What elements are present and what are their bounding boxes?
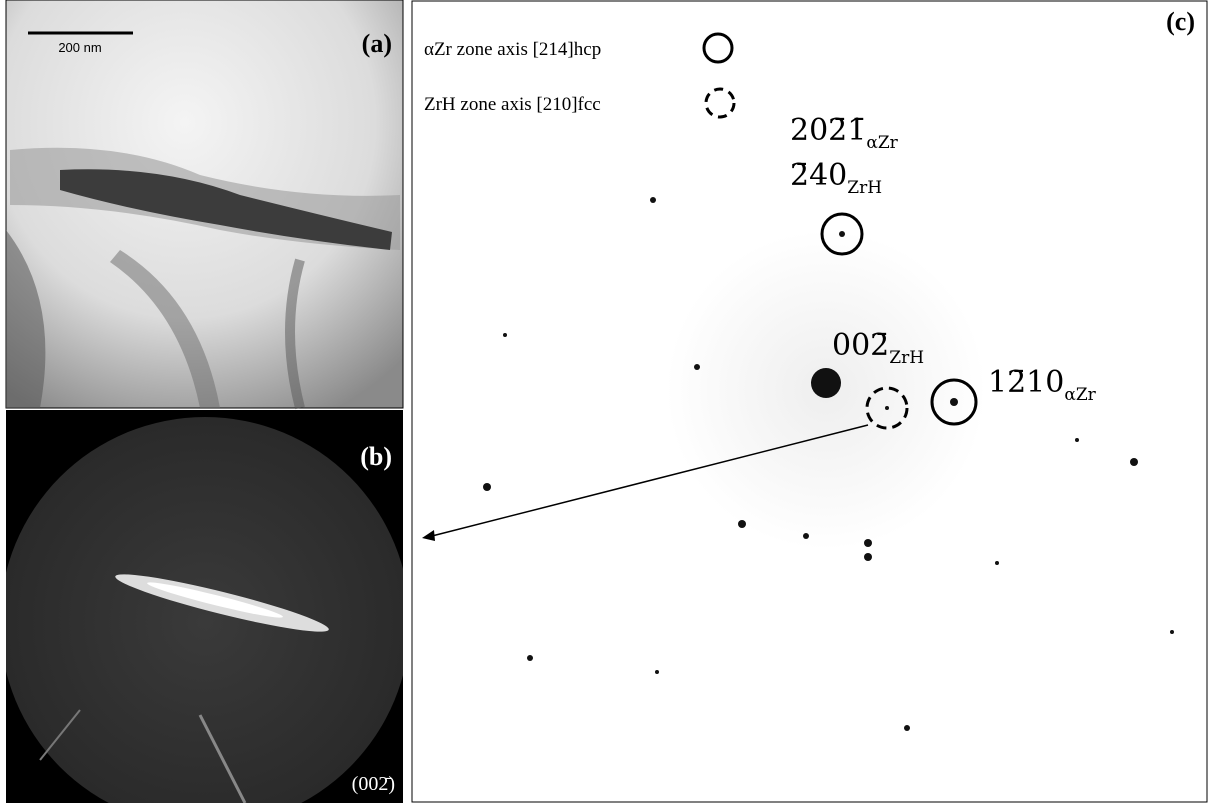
scale-bar-label: 200 nm xyxy=(58,40,101,55)
reflection-label: (002̄) xyxy=(352,773,395,795)
figure: 200 nm (a) (b) (002̄) xyxy=(0,0,1208,803)
page: 200 nm (a) (b) (002̄) xyxy=(0,0,1208,803)
panel-label: (b) xyxy=(360,442,392,471)
panel-a: 200 nm (a) xyxy=(6,0,403,408)
phase: ZrH xyxy=(847,178,882,198)
phase: αZr xyxy=(866,133,898,153)
panel-label: (a) xyxy=(362,29,392,58)
legend-text: ZrH zone axis [210]fcc xyxy=(424,94,601,115)
panel-b: (b) (002̄) xyxy=(0,410,410,803)
index: 202̄1̄ xyxy=(790,113,866,148)
index: 002̄ xyxy=(832,328,889,363)
index: 2̄40 xyxy=(790,158,847,193)
panel-c: αZr zone axis [214]hcp ZrH zone axis [21… xyxy=(412,1,1207,802)
index: 12̄10 xyxy=(988,365,1064,400)
legend-text: αZr zone axis [214]hcp xyxy=(424,39,601,60)
phase: ZrH xyxy=(889,348,924,368)
panel-label: (c) xyxy=(1166,7,1195,36)
phase: αZr xyxy=(1064,385,1096,405)
